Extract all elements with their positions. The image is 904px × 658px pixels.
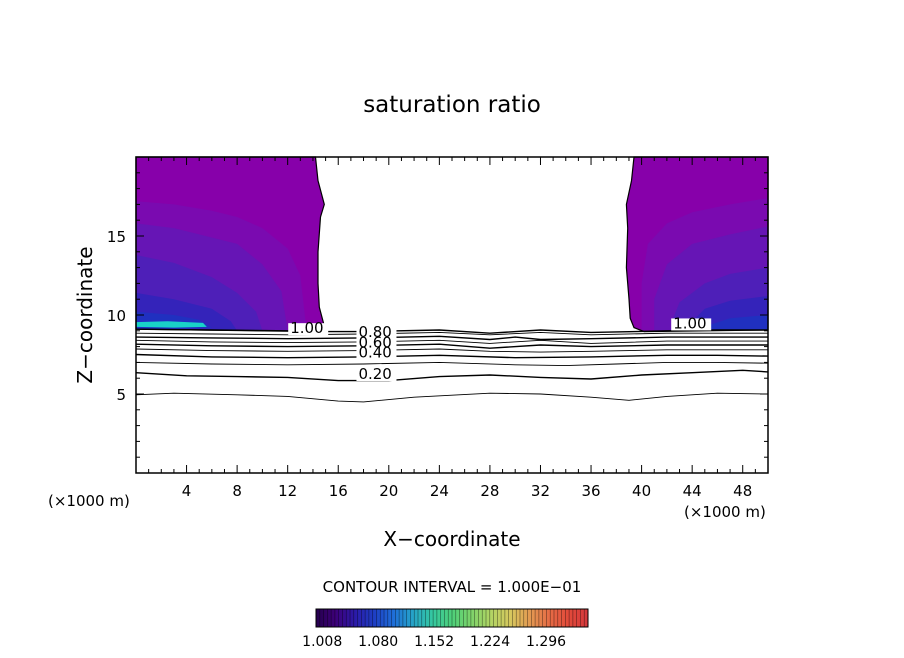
contour-label-backing — [356, 368, 397, 381]
x-unit-right: (×1000 m) — [684, 503, 766, 521]
colorbar-labels: 1.008 1.080 1.152 1.224 1.296 — [302, 634, 566, 650]
colorbar-tick-label: 1.224 — [470, 634, 510, 650]
colorbar-tick-label: 1.296 — [526, 634, 566, 650]
x-tick-label: 24 — [430, 482, 449, 500]
contour-line-0.2 — [135, 369, 769, 382]
x-tick-label: 12 — [278, 482, 297, 500]
contour-label: 1.00 — [290, 319, 323, 337]
contour-label: 0.20 — [358, 365, 391, 383]
contour-line-0.4 — [135, 353, 769, 359]
contour-labels: 1.00 0.800.600.40 0.20 1.00 — [288, 314, 712, 383]
x-tick-label: 36 — [581, 482, 600, 500]
contour-label-backing — [288, 323, 329, 336]
contour-line-0.7 — [135, 339, 768, 344]
contour-line-0.1 — [135, 392, 769, 403]
high-saturation-core — [136, 321, 207, 328]
contour-label: 0.80 — [358, 323, 391, 341]
colorbar-tick-label: 1.008 — [302, 634, 342, 650]
contour-label: 1.00 — [673, 314, 706, 332]
supersaturated-region-left — [136, 157, 325, 332]
contour-line-0.8 — [135, 335, 768, 341]
x-tick-label: 32 — [531, 482, 550, 500]
colorbar-tick-label: 1.152 — [414, 634, 454, 650]
contour-line-0.3 — [135, 361, 769, 367]
x-axis-label: X−coordinate — [383, 527, 520, 551]
x-tick-label: 28 — [480, 482, 499, 500]
x-tick-label: 44 — [683, 482, 702, 500]
contour-label: 0.40 — [358, 344, 391, 362]
contour-label: 0.60 — [358, 333, 391, 351]
chart-title: saturation ratio — [363, 92, 541, 118]
contour-label-backing — [356, 347, 397, 360]
x-tick-label: 4 — [182, 482, 192, 500]
y-tick-label: 10 — [107, 307, 126, 325]
colorbar — [315, 608, 589, 628]
supersaturated-region-right — [626, 157, 768, 332]
x-tick-label: 20 — [379, 482, 398, 500]
contour-label-backing — [671, 318, 712, 331]
y-tick-label: 5 — [116, 386, 126, 404]
contour-lines — [135, 328, 769, 403]
y-axis-label: Z−coordinate — [73, 246, 97, 383]
contour-line-1.0 — [135, 328, 768, 334]
contour-label-backing — [356, 337, 397, 350]
x-tick-label: 16 — [329, 482, 348, 500]
x-tick-label: 48 — [733, 482, 752, 500]
y-tick-label: 15 — [107, 228, 126, 246]
x-tick-label: 40 — [632, 482, 651, 500]
x-tick-label: 8 — [232, 482, 242, 500]
contour-line-0.6 — [135, 343, 768, 349]
colorbar-tick-label: 1.080 — [358, 634, 398, 650]
x-unit-left: (×1000 m) — [48, 492, 130, 510]
contour-label-backing — [356, 327, 397, 340]
contour-line-0.9 — [135, 331, 768, 336]
contour-line-0.5 — [135, 348, 768, 353]
fill-band-right-6 — [704, 315, 768, 331]
contour-interval-text: CONTOUR INTERVAL = 1.000E−01 — [323, 578, 582, 596]
